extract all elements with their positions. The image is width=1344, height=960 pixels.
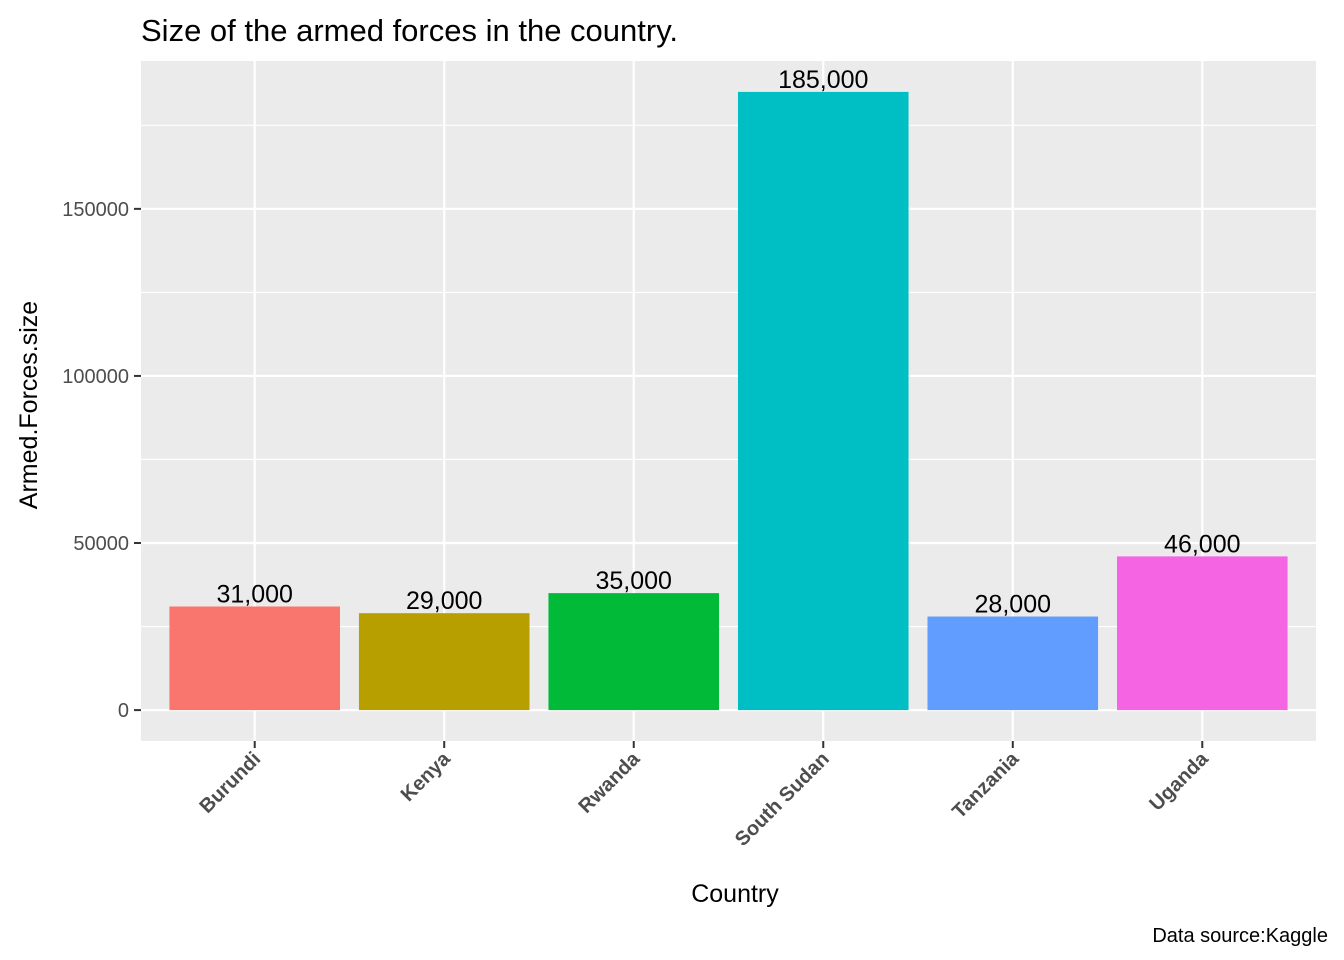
data-labels: 31,000 29,000 35,000 185,000 28,000 46,000 bbox=[216, 66, 1240, 619]
y-tick-label: 50000 bbox=[73, 533, 129, 555]
data-label: 35,000 bbox=[596, 567, 672, 595]
data-label: 185,000 bbox=[778, 66, 868, 94]
data-label: 46,000 bbox=[1164, 530, 1240, 558]
bars bbox=[169, 91, 1288, 711]
bar-kenya bbox=[358, 613, 530, 711]
bar-tanzania bbox=[927, 616, 1099, 711]
y-tick-label: 150000 bbox=[62, 199, 129, 221]
bar-uganda bbox=[1117, 556, 1288, 711]
bar-south-sudan bbox=[737, 91, 909, 711]
data-label: 31,000 bbox=[216, 581, 292, 609]
data-label: 28,000 bbox=[975, 591, 1051, 619]
chart-title: Size of the armed forces in the country. bbox=[141, 13, 678, 48]
y-tick-label: 100000 bbox=[62, 366, 129, 388]
y-axis-title: Armed.Forces.size bbox=[15, 301, 43, 509]
y-tick-label: 0 bbox=[118, 700, 129, 722]
y-axis: 0 50000 100000 150000 bbox=[62, 199, 141, 722]
data-label: 29,000 bbox=[406, 587, 482, 615]
bar-burundi bbox=[169, 606, 340, 711]
x-axis-title: Country bbox=[691, 880, 779, 908]
bar-rwanda bbox=[548, 593, 720, 711]
data-source-caption: Data source:Kaggle bbox=[1152, 925, 1328, 947]
